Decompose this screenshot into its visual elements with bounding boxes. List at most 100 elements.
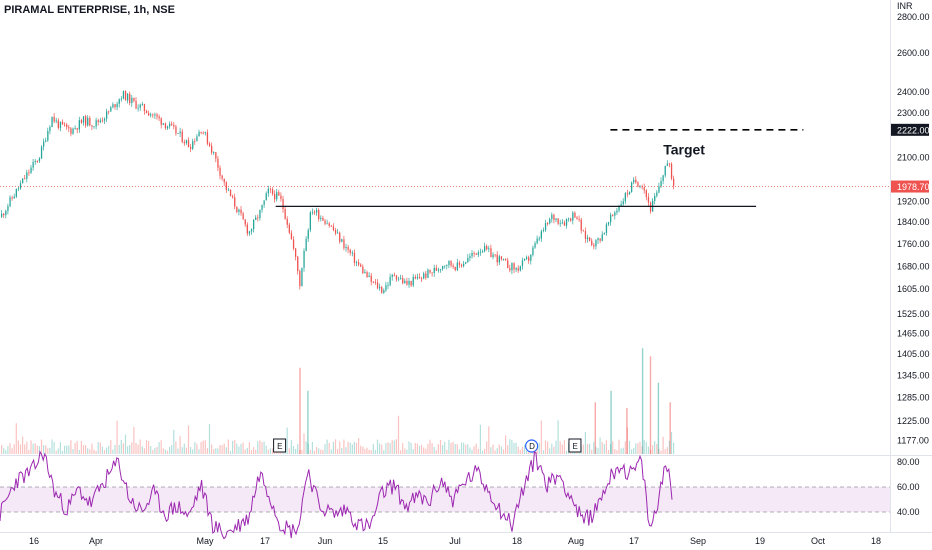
- candle-body: [418, 277, 421, 279]
- candle-body: [645, 190, 647, 197]
- candle-body: [568, 218, 570, 220]
- candle-body: [36, 161, 38, 162]
- volume-bar: [1, 445, 3, 454]
- candle-body: [538, 238, 540, 240]
- candle-body: [95, 120, 97, 127]
- candle-body: [324, 220, 326, 224]
- candle-body: [488, 248, 490, 250]
- candle-body: [196, 136, 198, 142]
- candle-body: [463, 263, 465, 267]
- candle-body: [206, 132, 209, 144]
- candle-body: [156, 114, 158, 117]
- volume-bar: [292, 446, 295, 454]
- candle-body: [11, 197, 13, 199]
- price-tick-label: 2800.00: [897, 12, 930, 22]
- candle-body: [431, 272, 433, 274]
- candle-body: [326, 223, 328, 225]
- volume-bar: [57, 448, 59, 454]
- earnings-badge[interactable]: [568, 438, 582, 453]
- candle-body: [607, 222, 610, 225]
- volume-bar: [238, 446, 240, 454]
- volume-bar: [597, 447, 599, 454]
- candle-body: [570, 218, 572, 221]
- candle-body: [179, 131, 181, 134]
- candle-body: [47, 131, 49, 141]
- candle-body: [122, 91, 125, 99]
- candle-body: [183, 142, 185, 144]
- volume-bar: [450, 442, 452, 454]
- volume-bar: [70, 440, 72, 454]
- candle-body: [471, 253, 473, 257]
- volume-bar: [223, 443, 225, 454]
- candle-body: [603, 233, 605, 235]
- candle-body: [17, 188, 20, 190]
- candle-body: [316, 210, 318, 213]
- volume-bar: [326, 439, 328, 454]
- candle-body: [164, 123, 167, 129]
- volume-bar: [637, 443, 639, 454]
- volume-spike: [649, 356, 652, 455]
- candle-body: [217, 158, 219, 168]
- candle-body: [5, 210, 7, 216]
- volume-bar: [442, 444, 444, 454]
- price-tick-label: 1177.00: [897, 436, 929, 446]
- volume-bar: [5, 450, 7, 454]
- volume-bar: [551, 443, 553, 454]
- dividend-badge[interactable]: [525, 439, 539, 453]
- candle-body: [169, 123, 171, 127]
- earnings-badge-label: E: [572, 442, 577, 451]
- volume-bar: [236, 443, 238, 454]
- candle-body: [34, 161, 36, 162]
- time-tick-label: Jul: [449, 536, 461, 546]
- volume-bar: [633, 447, 635, 454]
- candle-body: [202, 132, 204, 134]
- candle-body: [110, 107, 112, 112]
- candle-body: [89, 117, 91, 126]
- volume-bar: [559, 441, 561, 454]
- volume-bar: [421, 444, 423, 454]
- price-tick-label: 1920.00: [897, 196, 930, 206]
- volume-bar: [286, 427, 288, 454]
- volume-bar: [603, 444, 605, 454]
- candle-body: [127, 93, 129, 101]
- candle-body: [557, 218, 559, 224]
- volume-bar: [456, 444, 458, 454]
- candle-body: [51, 116, 53, 127]
- volume-bar: [59, 442, 61, 454]
- volume-bar: [343, 439, 345, 454]
- earnings-badge-label: E: [277, 442, 282, 451]
- earnings-badge[interactable]: [273, 438, 287, 453]
- rsi-band: [0, 487, 890, 512]
- volume-spike: [641, 348, 644, 454]
- volume-bar: [267, 449, 269, 454]
- dividend-badge-label: D: [529, 442, 535, 451]
- candle-body: [28, 172, 30, 174]
- volume-bar: [337, 448, 339, 454]
- time-tick-label: Jun: [318, 536, 333, 546]
- candle-body: [616, 210, 618, 213]
- volume-bar: [108, 445, 110, 454]
- candle-body: [544, 223, 547, 231]
- candle-body: [141, 104, 143, 105]
- price-tick-label: 2300.00: [897, 108, 930, 118]
- volume-bar: [269, 448, 271, 454]
- volume-bar: [673, 442, 675, 454]
- volume-bar: [253, 447, 255, 454]
- volume-bar: [635, 443, 637, 454]
- candle-body: [120, 98, 122, 100]
- candle-body: [484, 246, 486, 252]
- volume-bar: [505, 435, 507, 454]
- chart-title: PIRAMAL ENTERPRISE, 1h, NSE: [4, 4, 175, 16]
- candle-body: [255, 217, 257, 220]
- volume-bar: [484, 448, 486, 454]
- candle-body: [534, 243, 536, 248]
- volume-bar: [246, 447, 248, 454]
- rsi-tick-label: 80.00: [897, 457, 920, 467]
- volume-bar: [565, 450, 568, 454]
- volume-bar: [156, 447, 158, 454]
- volume-bar: [406, 449, 408, 454]
- volume-bar: [547, 441, 549, 454]
- volume-bar: [28, 450, 30, 454]
- candle-body: [358, 262, 360, 265]
